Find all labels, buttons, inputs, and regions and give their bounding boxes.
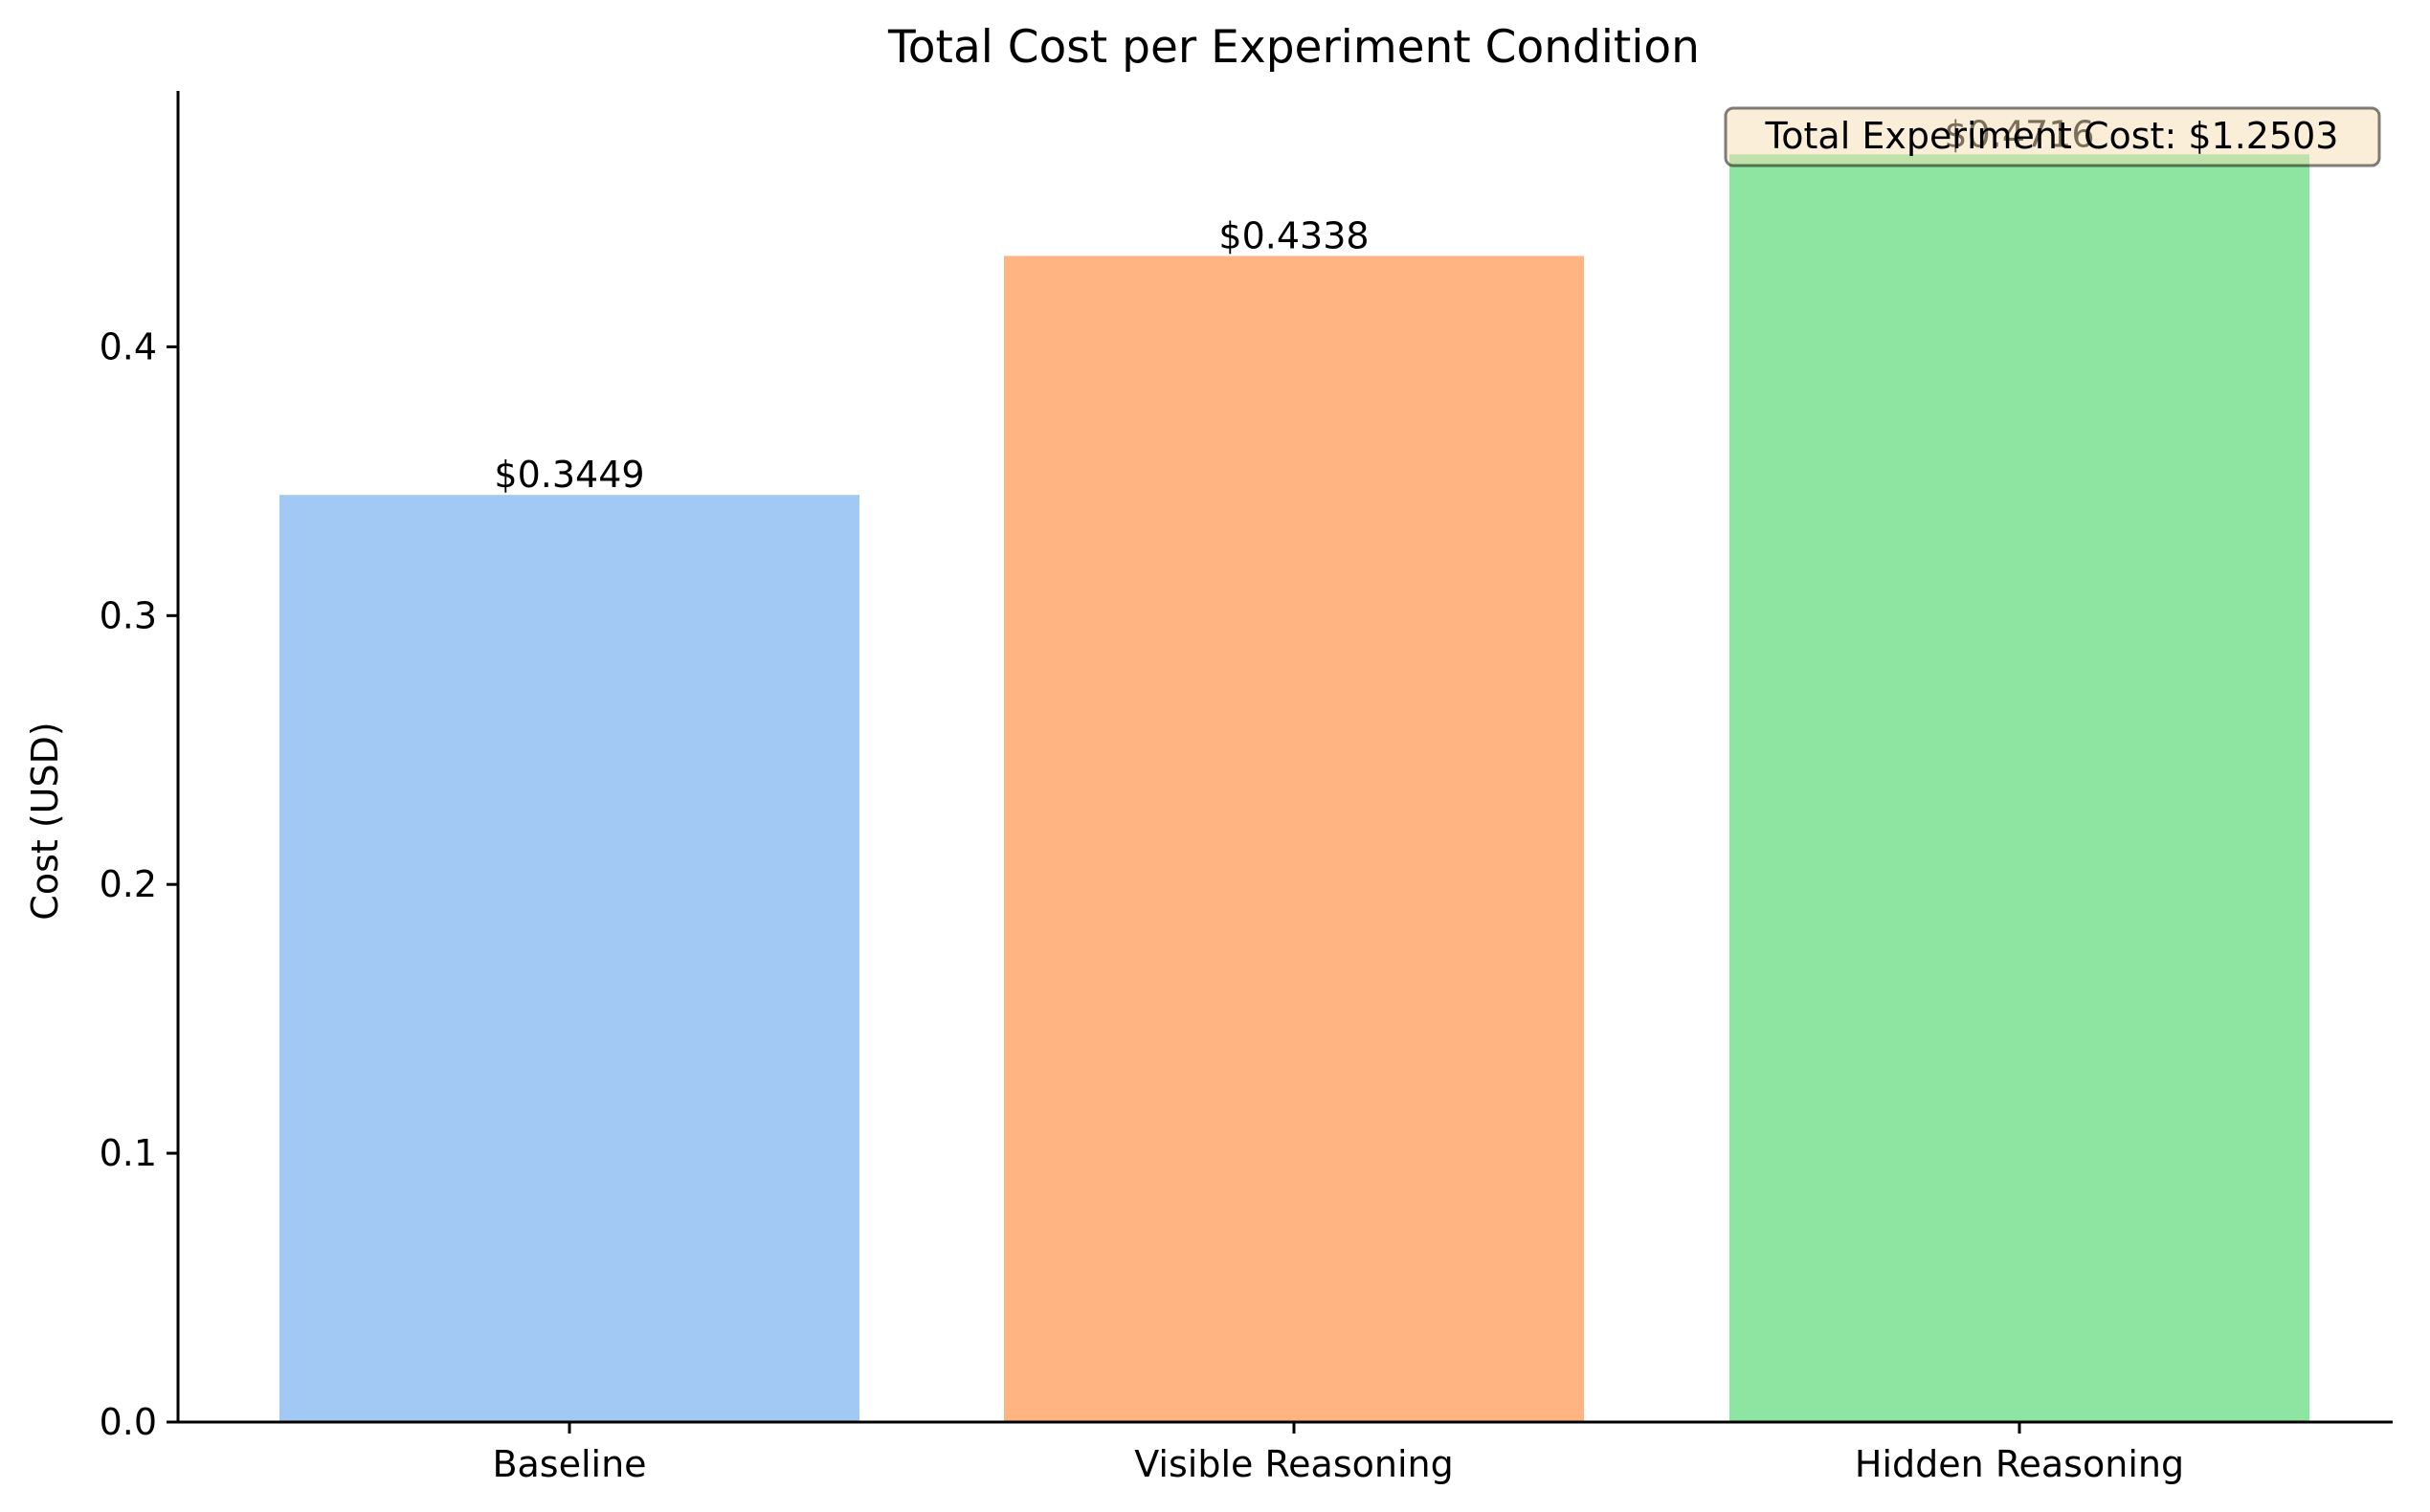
y-tick-label-1: 0.1: [100, 1132, 157, 1174]
y-axis-label: Cost (USD): [24, 722, 66, 920]
annotation-box-background: [1724, 106, 2381, 167]
bars-layer: [279, 154, 2309, 1423]
y-tick-label-4: 0.4: [100, 325, 157, 367]
x-tick-label-0: Baseline: [492, 1443, 646, 1485]
bar-value-label-0: $0.3449: [494, 454, 644, 496]
bar-1: [1004, 256, 1584, 1423]
axes-layer: [176, 91, 2393, 1424]
chart-title: Total Cost per Experiment Condition: [887, 21, 1700, 74]
y-tick-label-0: 0.0: [100, 1401, 157, 1443]
annotation-text: Total Experiment Cost: $1.2503: [1765, 115, 2339, 157]
bar-0: [279, 495, 859, 1422]
x-tick-label-1: Visible Reasoning: [1134, 1443, 1453, 1485]
y-ticks-layer: 0.0 0.1 0.2 0.3 0.4: [100, 325, 178, 1443]
y-tick-label-2: 0.2: [100, 863, 157, 905]
y-tick-label-3: 0.3: [100, 594, 157, 636]
total-cost-annotation: Total Experiment Cost: $1.2503: [1724, 106, 2381, 167]
x-tick-label-2: Hidden Reasoning: [1855, 1443, 2184, 1485]
x-ticks-layer: Baseline Visible Reasoning Hidden Reasonin…: [492, 1422, 2184, 1485]
bar-value-label-1: $0.4338: [1218, 214, 1369, 256]
bar-2: [1729, 154, 2309, 1422]
